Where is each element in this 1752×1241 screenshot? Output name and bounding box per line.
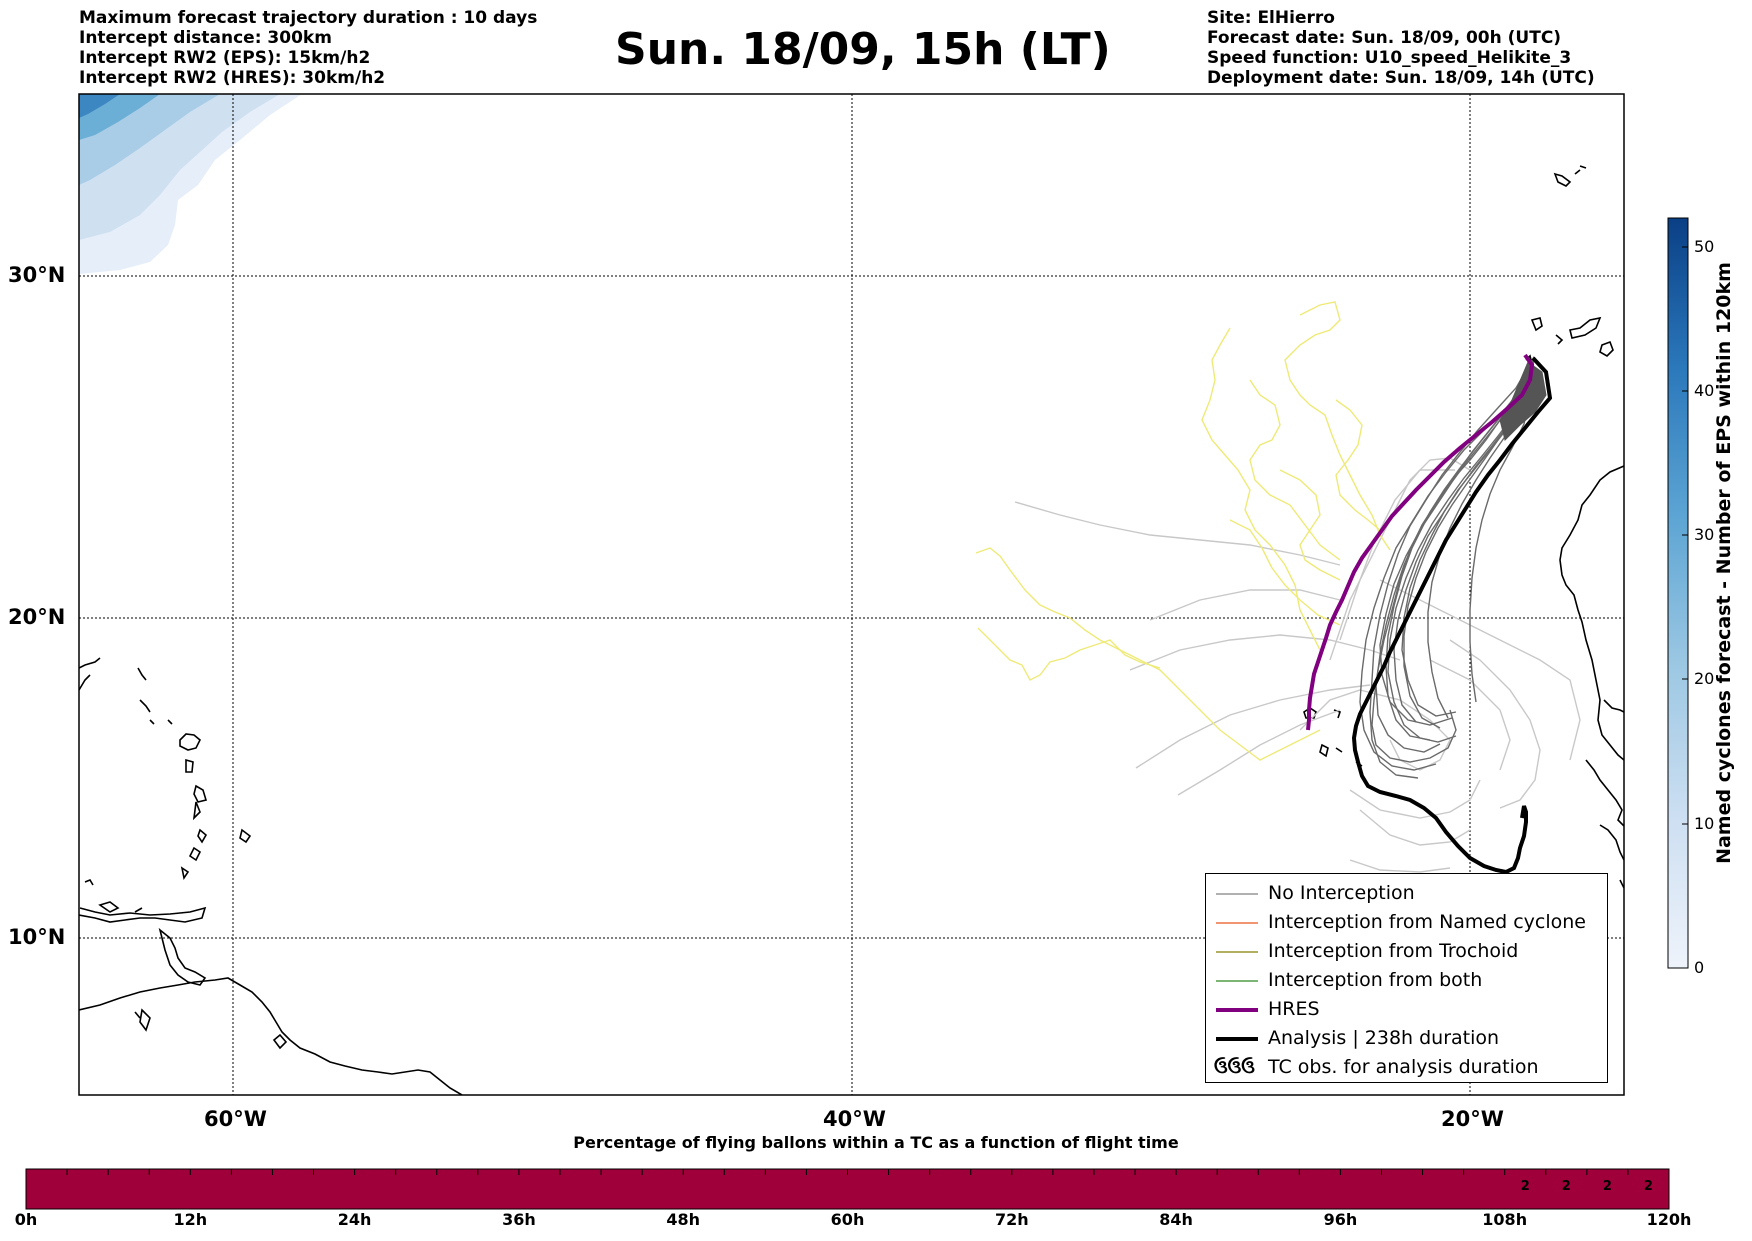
legend-label: Interception from both: [1268, 969, 1483, 991]
cyclone-density-shading: [79, 94, 302, 274]
timeline-cell-value: 2: [1602, 1179, 1612, 1194]
colorbar-tick-label: 10: [1694, 814, 1715, 833]
timeline-cell-value: 2: [1643, 1179, 1653, 1194]
lat-label-20n: 20°N: [8, 605, 66, 629]
black-line-icon: [1216, 1037, 1258, 1041]
lat-label-30n: 30°N: [8, 263, 66, 287]
timeline-label: 36h: [502, 1210, 536, 1229]
colorbar-title: Named cyclones forecast - Number of EPS …: [1713, 262, 1735, 864]
colorbar-ticks: [1682, 246, 1688, 969]
map-frame: [78, 93, 1625, 1096]
timeline-label: 48h: [666, 1210, 701, 1229]
colorbar: [1667, 217, 1689, 969]
colorbar-tick-label: 20: [1694, 669, 1715, 688]
timeline-label: 108h: [1482, 1210, 1528, 1229]
analysis-trajectory: [1351, 356, 1553, 875]
legend-label: Analysis | 238h duration: [1268, 1027, 1500, 1049]
forecast-date-text: Forecast date: Sun. 18/09, 00h (UTC): [1207, 28, 1562, 48]
lon-label-40w: 40°W: [823, 1107, 886, 1131]
legend-item-no-interception: No Interception: [1206, 879, 1607, 908]
intercept-distance-text: Intercept distance: 300km: [79, 28, 332, 48]
colorbar-tick-label: 50: [1694, 237, 1715, 256]
legend-item-hres: HRES: [1206, 995, 1607, 1024]
purple-line-icon: [1216, 1008, 1258, 1012]
map-gridlines: [79, 94, 1624, 1095]
lat-label-10n: 10°N: [8, 925, 66, 949]
lon-label-60w: 60°W: [204, 1107, 267, 1131]
timeline-title: Percentage of flying ballons within a TC…: [573, 1133, 1179, 1152]
speed-function-text: Speed function: U10_speed_Helikite_3: [1207, 48, 1572, 68]
cyclone-symbol-icon: ઉઉઉ: [1214, 1057, 1255, 1078]
timeline-bar: [25, 1168, 1670, 1210]
colorbar-tick-label: 40: [1694, 381, 1715, 400]
map-legend: No Interception Interception from Named …: [1205, 873, 1608, 1083]
intercept-eps-text: Intercept RW2 (EPS): 15km/h2: [79, 48, 371, 68]
timeline-label: 60h: [830, 1210, 865, 1229]
olive-line-icon: [1216, 951, 1258, 953]
deployment-date-text: Deployment date: Sun. 18/09, 14h (UTC): [1207, 68, 1595, 88]
timeline-cell-value: 2: [1561, 1179, 1571, 1194]
legend-label: HRES: [1268, 998, 1320, 1020]
timeline-label: 12h: [173, 1210, 208, 1229]
green-line-icon: [1216, 980, 1258, 982]
timeline-label: 0h: [14, 1210, 38, 1229]
legend-item-both: Interception from both: [1206, 966, 1607, 995]
colorbar-tick-label: 0: [1694, 958, 1705, 977]
timeline-cell-value: 2: [1520, 1179, 1530, 1194]
legend-label: Interception from Named cyclone: [1268, 911, 1586, 933]
timeline-label: 24h: [337, 1210, 372, 1229]
hres-trajectory: [1306, 353, 1535, 731]
orange-line-icon: [1216, 922, 1258, 924]
timeline-label: 96h: [1323, 1210, 1358, 1229]
timeline-label: 84h: [1159, 1210, 1193, 1229]
intercept-hres-text: Intercept RW2 (HRES): 30km/h2: [79, 68, 386, 88]
timeline-label: 72h: [994, 1210, 1029, 1229]
timeline-ticks: [66, 1169, 1629, 1175]
header-left-info: Maximum forecast trajectory duration : 1…: [79, 8, 537, 88]
header-right-info: Site: ElHierro Forecast date: Sun. 18/09…: [1207, 8, 1595, 88]
colorbar-tick-label: 30: [1694, 525, 1715, 544]
site-text: Site: ElHierro: [1207, 8, 1335, 28]
lon-label-20w: 20°W: [1441, 1107, 1504, 1131]
legend-item-named-cyclone: Interception from Named cyclone: [1206, 908, 1607, 937]
page-title: Sun. 18/09, 15h (LT): [615, 24, 1111, 75]
legend-label: Interception from Trochoid: [1268, 940, 1519, 962]
yellow-trajectories: [975, 301, 1391, 761]
legend-label: TC obs. for analysis duration: [1268, 1056, 1539, 1078]
legend-label: No Interception: [1268, 882, 1415, 904]
timeline-label: 120h: [1646, 1210, 1692, 1229]
legend-item-tc-obs: ઉઉઉ TC obs. for analysis duration: [1206, 1053, 1607, 1082]
faint-trajectories: [1014, 457, 1581, 873]
legend-item-analysis: Analysis | 238h duration: [1206, 1024, 1607, 1053]
legend-item-trochoid: Interception from Trochoid: [1206, 937, 1607, 966]
max-duration-text: Maximum forecast trajectory duration : 1…: [79, 8, 538, 28]
gray-line-icon: [1216, 893, 1258, 895]
